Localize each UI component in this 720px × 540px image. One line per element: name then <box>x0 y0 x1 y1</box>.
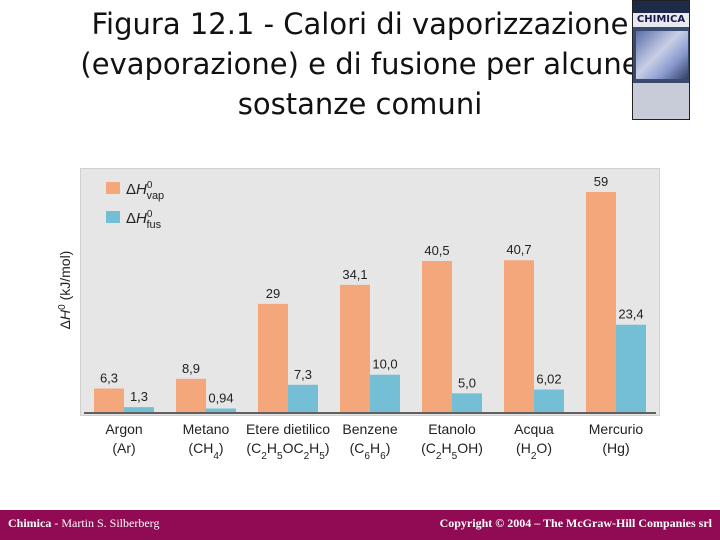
bar-fus-etere-dietilico <box>288 384 318 412</box>
bar-vap-benzene <box>340 284 370 412</box>
title-line-1: Figura 12.1 - Calori di vaporizzazione <box>91 7 629 41</box>
category-formula-etanolo: (C2H5OH) <box>421 440 483 462</box>
book-cover-art <box>636 31 688 79</box>
data-label-vap-argon: 6,3 <box>100 371 118 386</box>
category-name-metano: Metano <box>183 421 230 437</box>
data-label-fus-argon: 1,3 <box>130 389 148 404</box>
bar-fus-metano <box>206 408 236 412</box>
bar-fus-etanolo <box>452 393 482 412</box>
book-cover-bottom <box>633 83 689 119</box>
legend-swatch-fus <box>106 211 120 223</box>
category-formula-acqua: (H2O) <box>516 440 552 462</box>
category-formula-argon: (Ar) <box>112 440 135 456</box>
y-axis-label: ΔH0 (kJ/mol) <box>57 251 74 330</box>
footer-credit: Chimica - Martin S. Silberberg <box>8 516 159 531</box>
legend-swatch-vap <box>106 182 120 194</box>
footer-bar: Chimica - Martin S. Silberberg Copyright… <box>0 510 720 540</box>
bar-vap-etanolo <box>422 260 452 412</box>
data-label-vap-mercurio: 59 <box>594 174 608 189</box>
data-label-fus-etere-dietilico: 7,3 <box>294 367 312 382</box>
category-name-mercurio: Mercurio <box>589 421 644 437</box>
data-label-vap-benzene: 34,1 <box>342 267 367 282</box>
legend-label-fus: ΔH0 fus <box>126 209 162 231</box>
footer-book-title: Chimica <box>8 516 52 530</box>
footer-author: - Martin S. Silberberg <box>51 516 160 530</box>
title-line-3: sostanze comuni <box>237 87 483 121</box>
book-top-band <box>633 1 689 13</box>
bar-vap-argon <box>94 388 124 412</box>
bar-vap-acqua <box>504 260 534 412</box>
data-label-fus-acqua: 6,02 <box>536 372 561 387</box>
legend-label-vap: ΔH0 vap <box>126 180 164 202</box>
bar-fus-argon <box>124 407 154 412</box>
category-formula-metano: (CH4) <box>188 440 223 462</box>
category-name-benzene: Benzene <box>342 421 397 437</box>
category-name-acqua: Acqua <box>514 421 554 437</box>
bar-vap-mercurio <box>586 192 616 412</box>
data-label-vap-etere-dietilico: 29 <box>266 286 280 301</box>
category-formula-benzene: (C6H6) <box>350 440 391 462</box>
bar-fus-benzene <box>370 374 400 412</box>
bar-vap-etere-dietilico <box>258 303 288 412</box>
category-formula-etere-dietilico: (C2H5OC2H5) <box>246 440 329 462</box>
data-label-vap-acqua: 40,7 <box>506 242 531 257</box>
book-cover-image: CHIMICA <box>632 0 690 120</box>
data-label-vap-metano: 8,9 <box>182 361 200 376</box>
data-label-fus-etanolo: 5,0 <box>458 375 476 390</box>
data-label-vap-etanolo: 40,5 <box>424 243 449 258</box>
bar-fus-mercurio <box>616 324 646 412</box>
title-line-2: (evaporazione) e di fusione per alcune <box>80 47 640 81</box>
bar-fus-acqua <box>534 389 564 412</box>
book-cover-title: CHIMICA <box>633 13 689 27</box>
category-name-etanolo: Etanolo <box>428 421 476 437</box>
slide-title: Figura 12.1 - Calori di vaporizzazione (… <box>20 4 700 124</box>
category-name-etere-dietilico: Etere dietilico <box>246 421 330 437</box>
category-formula-mercurio: (Hg) <box>602 440 629 456</box>
footer-copyright: Copyright © 2004 – The McGraw-Hill Compa… <box>439 516 712 530</box>
data-label-fus-mercurio: 23,4 <box>618 307 643 322</box>
bar-vap-metano <box>176 378 206 412</box>
data-label-fus-benzene: 10,0 <box>372 357 397 372</box>
data-label-fus-metano: 0,94 <box>208 390 233 405</box>
category-name-argon: Argon <box>105 421 142 437</box>
